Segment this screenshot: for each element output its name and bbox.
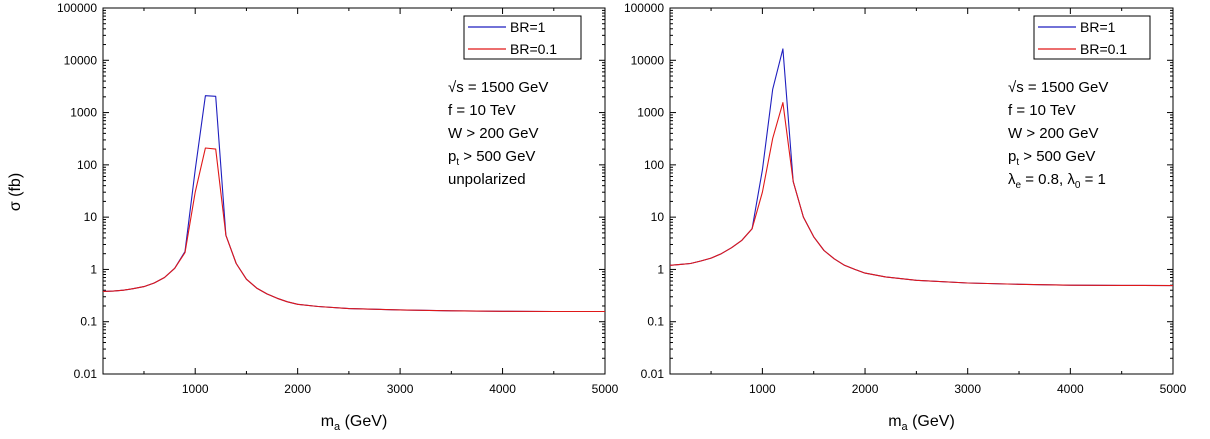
y-tick-label: 0.01 <box>74 367 98 381</box>
legend-box <box>1033 15 1151 60</box>
chart-panel-2: 0.01 0.1 1 10 100 1000 10000 100000 1000 2000 3000… <box>624 1 1187 433</box>
plot-frame <box>102 7 606 375</box>
x-axis-label: ma (GeV) <box>888 413 955 433</box>
annotation-5: unpolarized <box>448 171 526 188</box>
y-tick-label: 100 <box>644 158 664 172</box>
annotation-5: λe = 0.8, λ0 = 1 <box>1008 171 1106 191</box>
y-tick-label: 10 <box>84 210 98 224</box>
y-tick-label: 1 <box>90 262 97 276</box>
y-tick-label: 100000 <box>57 1 97 15</box>
y-tick-label: 0.1 <box>80 315 97 329</box>
y-tick-label: 10000 <box>64 53 98 67</box>
x-tick-label: 4000 <box>1057 382 1084 396</box>
plot-frame <box>669 7 1174 375</box>
y-tick-label: 0.01 <box>641 367 665 381</box>
x-axis-label: ma (GeV) <box>321 413 388 433</box>
y-tick-label: 1 <box>657 262 664 276</box>
x-tick-label: 4000 <box>489 382 516 396</box>
x-tick-label: 1000 <box>182 382 209 396</box>
y-tick-label: 1000 <box>70 106 97 120</box>
y-tick-label: 1000 <box>637 106 664 120</box>
legend-label-2: BR=0.1 <box>1080 41 1127 57</box>
x-tick-label: 3000 <box>387 382 414 396</box>
y-tick-label: 100000 <box>624 1 664 15</box>
annotation-4: pt > 500 GeV <box>448 148 535 168</box>
legend-label-2: BR=0.1 <box>510 41 557 57</box>
x-tick-label: 1000 <box>749 382 776 396</box>
annotation-2: f = 10 TeV <box>1008 102 1076 119</box>
x-tick-label: 5000 <box>1160 382 1187 396</box>
x-tick-label: 2000 <box>852 382 879 396</box>
y-tick-label: 10 <box>651 210 665 224</box>
series-line-2 <box>102 147 605 313</box>
annotation-1: √s = 1500 GeV <box>1008 79 1108 96</box>
legend-label-1: BR=1 <box>510 19 546 35</box>
x-tick-label: 5000 <box>592 382 619 396</box>
annotation-2: f = 10 TeV <box>448 102 516 119</box>
x-tick-label: 2000 <box>284 382 311 396</box>
annotation-3: W > 200 GeV <box>448 125 538 142</box>
legend: BR=1 BR=0.1 <box>463 15 582 60</box>
y-tick-label: 0.1 <box>647 315 664 329</box>
y-tick-label: 10000 <box>631 53 665 67</box>
y-axis-label: σ (fb) <box>7 173 24 211</box>
series-line-2 <box>669 102 1174 287</box>
legend-label-1: BR=1 <box>1080 19 1116 35</box>
annotation-1: √s = 1500 GeV <box>448 79 548 96</box>
y-tick-label: 100 <box>77 158 97 172</box>
legend: BR=1 BR=0.1 <box>1033 15 1151 60</box>
chart-panel-1: 0.01 0.1 1 10 100 1000 10000 100000 1000 2000 3000… <box>57 1 619 433</box>
annotation-4: pt > 500 GeV <box>1008 148 1095 168</box>
x-tick-label: 3000 <box>954 382 981 396</box>
annotation-3: W > 200 GeV <box>1008 125 1098 142</box>
legend-box <box>463 15 582 60</box>
